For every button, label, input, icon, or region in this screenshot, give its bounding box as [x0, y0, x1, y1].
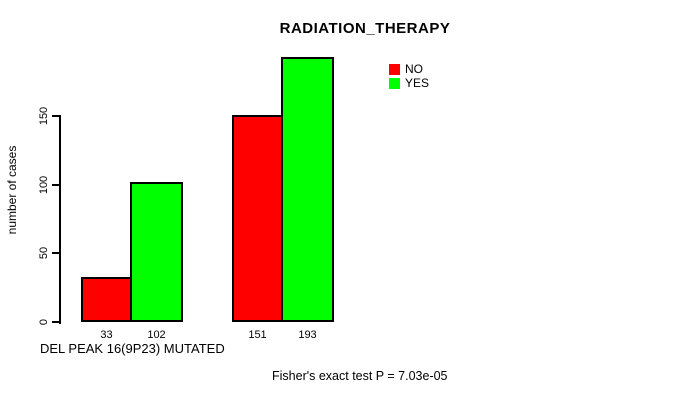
- y-axis-tick-label: 50: [38, 247, 50, 260]
- legend-swatch-yes: [389, 78, 400, 89]
- legend-label-yes: YES: [405, 76, 430, 90]
- bar-value-label: 33: [100, 329, 113, 341]
- bar-yes-group1: [130, 182, 183, 322]
- bar-yes-group2: [281, 57, 334, 322]
- legend-item-no: NO: [389, 63, 429, 76]
- y-axis-tick: [52, 183, 59, 186]
- x-axis-label: DEL PEAK 16(9P23) MUTATED: [40, 341, 225, 356]
- chart-title: RADIATION_THERAPY: [279, 20, 451, 37]
- y-axis-tick: [52, 321, 59, 323]
- legend-item-yes: YES: [389, 77, 429, 90]
- bar-value-label: 102: [147, 329, 166, 341]
- y-axis-label: number of cases: [5, 145, 19, 235]
- bar-value-label: 151: [248, 329, 267, 341]
- bar-no-group1: [81, 277, 132, 322]
- bar-value-label: 193: [298, 329, 317, 341]
- legend: NO YES: [389, 63, 429, 91]
- y-axis-line: [59, 115, 61, 324]
- y-axis-tick-label: 0: [38, 318, 50, 326]
- y-axis-tick: [52, 252, 59, 255]
- fisher-test-annotation: Fisher's exact test P = 7.03e-05: [272, 369, 448, 383]
- legend-label-no: NO: [405, 62, 423, 76]
- legend-swatch-no: [389, 64, 400, 75]
- y-axis-tick: [52, 115, 59, 117]
- y-axis-tick-label: 150: [38, 106, 50, 126]
- y-axis-tick-label: 100: [38, 175, 50, 194]
- bar-no-group2: [232, 115, 283, 322]
